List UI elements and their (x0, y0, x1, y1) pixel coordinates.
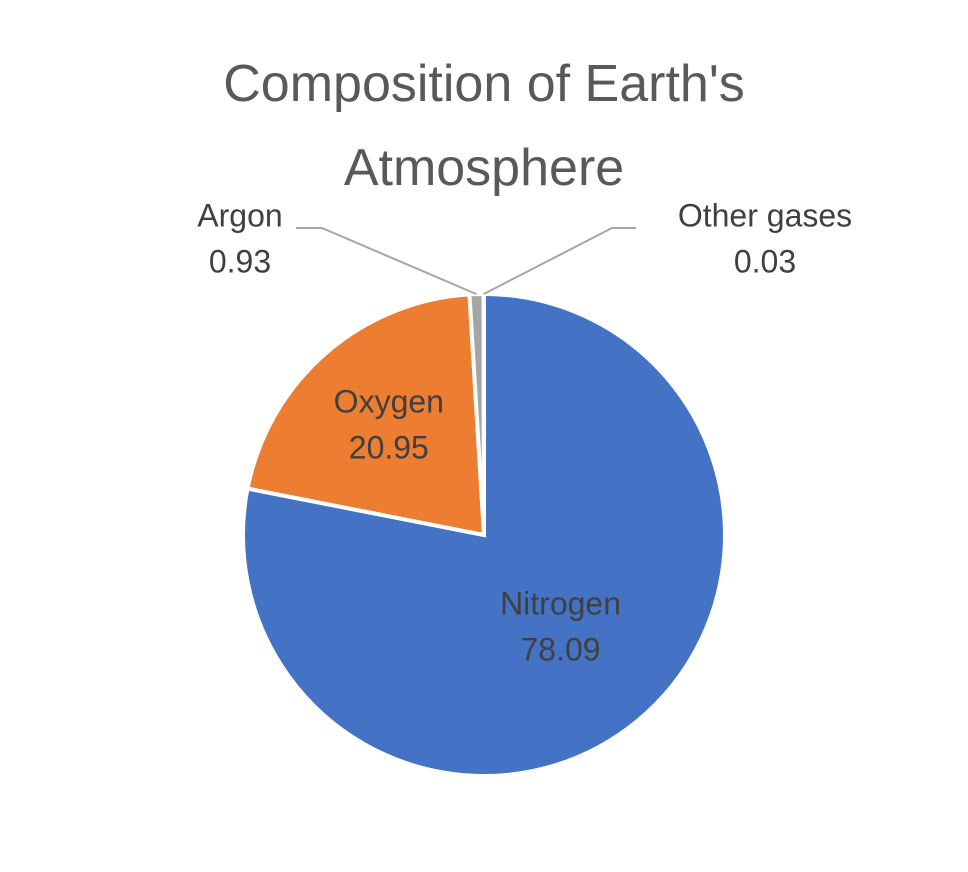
data-label-value: 0.03 (734, 243, 796, 279)
data-label-value: 20.95 (349, 430, 429, 466)
data-label-value: 78.09 (521, 632, 601, 668)
leader-line (483, 227, 636, 295)
chart-title: Composition of Earth's Atmosphere (223, 55, 745, 197)
data-label-value: 0.93 (209, 243, 271, 279)
pie-slice (245, 292, 487, 538)
data-label-name: Nitrogen (500, 586, 621, 622)
data-label-name: Other gases (678, 197, 852, 233)
data-label-name: Argon (197, 197, 282, 233)
data-label-name: Oxygen (334, 384, 444, 420)
leader-line (296, 227, 477, 296)
